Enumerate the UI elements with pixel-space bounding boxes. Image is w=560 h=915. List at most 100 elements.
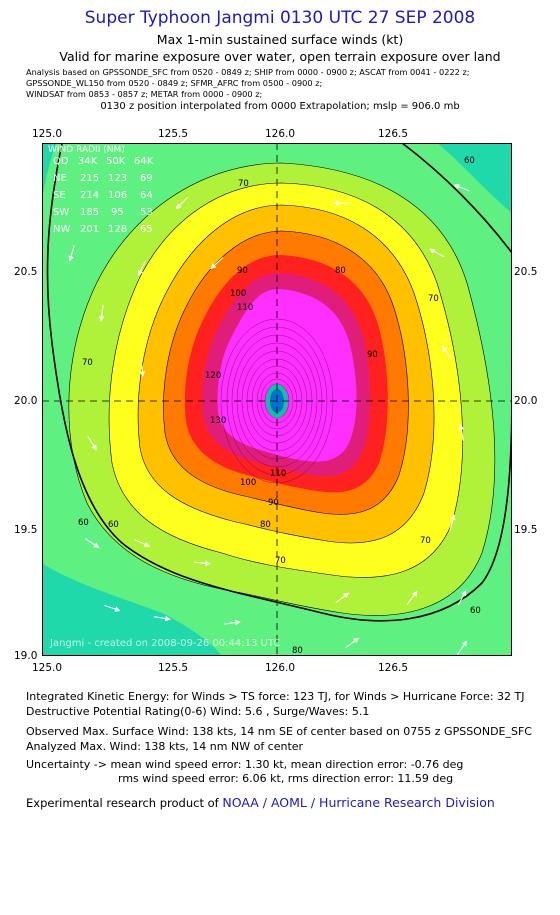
- wind-radii-ne-34k: 215: [80, 173, 99, 184]
- contour-label: 80: [335, 266, 346, 276]
- contour-label: 60: [464, 156, 475, 166]
- contour-label: 70: [275, 556, 286, 566]
- gale-force-boundary: [46, 143, 512, 622]
- wind-radii-table: WIND RADII (NM) QD 34K 50K 64K NE 215 12…: [48, 145, 154, 235]
- y-tick-right-0: 20.5: [514, 266, 538, 278]
- wind-radii-ne-50k: 123: [108, 173, 127, 184]
- wind-radii-header-64k: 64K: [134, 156, 154, 167]
- contour-label: 100: [230, 289, 246, 299]
- band-below-60-southwest: [42, 563, 222, 656]
- map-subtitle-exposure: Valid for marine exposure over water, op…: [59, 49, 501, 64]
- product-credit: Experimental research product of NOAA / …: [26, 795, 495, 810]
- contour-label: 70: [82, 358, 93, 368]
- noaa-aoml-link[interactable]: NOAA / AOML / Hurricane Research Divisio…: [222, 795, 495, 810]
- band-below-60-northeast: [437, 143, 512, 213]
- map-subtitle: Max 1-min sustained surface winds (kt): [156, 32, 404, 47]
- wind-vectors: [68, 184, 470, 655]
- contour-label: 70: [420, 536, 431, 546]
- wind-vector: [104, 604, 121, 612]
- wind-radii-title: WIND RADII (NM): [48, 145, 125, 155]
- contour-label: 90: [268, 498, 279, 508]
- product-credit-prefix: Experimental research product of: [26, 796, 223, 810]
- destructive-potential-rating: Destructive Potential Rating(0-6) Wind: …: [26, 705, 370, 718]
- wind-field-map: 60 60 60 60 70 70 70 70 70 80 80 80 90 9…: [42, 143, 512, 656]
- wind-radii-header-50k: 50K: [106, 156, 126, 167]
- uncertainty-mean: Uncertainty -> mean wind speed error: 1.…: [26, 758, 464, 771]
- observed-max-wind: Observed Max. Surface Wind: 138 kts, 14 …: [26, 725, 532, 738]
- contour-label: 60: [470, 606, 481, 616]
- y-tick-right-2: 19.5: [514, 524, 538, 536]
- band-boundaries: [68, 162, 496, 616]
- contour-label: 60: [108, 520, 119, 530]
- map-frame: [42, 143, 512, 656]
- band-130-plus: [217, 289, 357, 462]
- x-tick-bottom-1: 125.5: [158, 662, 189, 674]
- wind-vector: [441, 345, 453, 360]
- x-tick-top-0: 125.0: [32, 128, 63, 140]
- wind-vector: [345, 637, 360, 649]
- wind-vector: [449, 514, 456, 531]
- wind-vector: [457, 590, 467, 606]
- wind-radii-nw-label: NW: [53, 224, 70, 235]
- wind-radii-se-64k: 64: [140, 190, 153, 201]
- contour-label: 90: [367, 350, 378, 360]
- wind-vector: [175, 196, 189, 210]
- analysis-sources-line-2: GPSSONDE_WL150 from 0520 - 0849 z; SFMR_…: [26, 78, 323, 88]
- contour-label: 120: [205, 371, 221, 381]
- contour-label: 80: [260, 520, 271, 530]
- analysis-sources-line-3: WINDSAT from 0853 - 0857 z; METAR from 0…: [26, 89, 263, 99]
- wind-radii-sw-34k: 185: [80, 207, 99, 218]
- x-tick-bottom-2: 126.0: [265, 662, 296, 674]
- wind-radii-sw-64k: 53: [140, 207, 153, 218]
- y-tick-left-3: 19.0: [14, 650, 38, 662]
- wind-vector: [138, 260, 146, 277]
- analyzed-max-wind: Analyzed Max. Wind: 138 kts, 14 nm NW of…: [26, 740, 304, 753]
- contour-label: 110: [270, 469, 286, 479]
- contour-label: 60: [78, 518, 89, 528]
- wind-vector: [134, 539, 151, 547]
- map-title: Super Typhoon Jangmi 0130 UTC 27 SEP 200…: [84, 8, 476, 28]
- uncertainty-rms: rms wind speed error: 6.06 kt, rms direc…: [118, 772, 454, 785]
- contour-label: 90: [237, 266, 248, 276]
- wind-vector: [98, 304, 105, 322]
- wind-vector: [335, 592, 350, 604]
- contour-label: 80: [292, 646, 303, 656]
- y-tick-right-1: 20.0: [514, 395, 538, 407]
- wind-vector: [429, 248, 445, 258]
- wind-vector: [85, 538, 100, 548]
- wind-vector: [457, 640, 467, 655]
- x-tick-top-3: 126.5: [378, 128, 409, 140]
- contour-label: 110: [237, 303, 253, 313]
- wind-radii-se-34k: 214: [80, 190, 99, 201]
- x-tick-bottom-3: 126.5: [378, 662, 409, 674]
- wind-radii-se-label: SE: [53, 190, 66, 201]
- x-tick-top-2: 126.0: [265, 128, 296, 140]
- wind-vector: [154, 615, 171, 622]
- band-below-60-northwest: [42, 143, 57, 198]
- wind-vector: [87, 435, 97, 451]
- contour-label: 70: [428, 294, 439, 304]
- wind-vector: [193, 560, 211, 567]
- wind-radii-ne-64k: 69: [140, 173, 153, 184]
- wind-radii-header-qd: QD: [53, 156, 69, 167]
- x-tick-top-1: 125.5: [158, 128, 189, 140]
- wind-vector: [453, 184, 470, 192]
- position-note: 0130 z position interpolated from 0000 E…: [100, 101, 460, 112]
- wind-vector: [458, 424, 465, 441]
- analysis-sources-line-1: Analysis based on GPSSONDE_SFC from 0520…: [26, 67, 470, 77]
- contour-label: 130: [210, 416, 226, 426]
- creation-credit: Jangmi - created on 2008-09-26 00:44:13 …: [49, 638, 280, 649]
- wind-radii-nw-64k: 65: [140, 224, 153, 235]
- y-tick-left-2: 19.5: [14, 524, 38, 536]
- wind-radii-nw-50k: 128: [108, 224, 127, 235]
- wind-radii-nw-34k: 201: [80, 224, 99, 235]
- gale-force-boundary-ne: [401, 143, 512, 254]
- wind-vector: [68, 245, 75, 262]
- y-tick-left-0: 20.5: [14, 266, 38, 278]
- wind-radii-sw-50k: 95: [111, 207, 124, 218]
- wind-radii-ne-label: NE: [53, 173, 67, 184]
- contour-label: 100: [240, 478, 256, 488]
- wind-vector: [210, 257, 224, 270]
- y-tick-left-1: 20.0: [14, 395, 38, 407]
- wind-radii-header-34k: 34K: [78, 156, 98, 167]
